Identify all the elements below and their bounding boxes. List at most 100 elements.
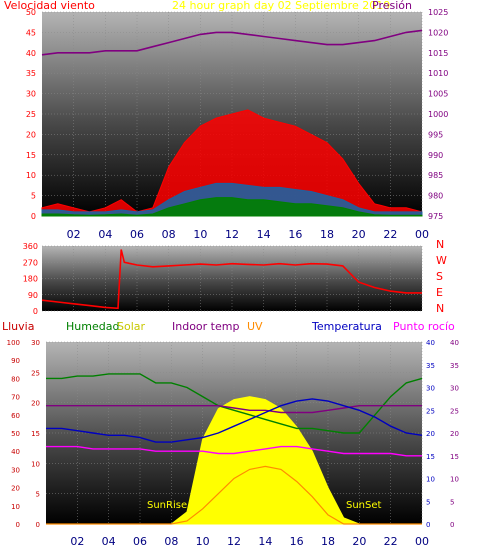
y-tick-left: 20 [26,130,36,139]
y-tick-right: 1025 [428,8,448,17]
y-tick-right-2: 30 [450,385,459,393]
x-tick-label: 10 [196,535,210,548]
y-tick-right-1: 25 [426,407,435,415]
chart-title: 24 hour graph day 02 Septiembre 2019 [172,0,390,12]
x-tick-label: 22 [384,535,398,548]
y-tick-right-2: 20 [450,430,459,438]
sunrise-annotation: SunRise [147,500,187,511]
y-tick-right-2: 10 [450,476,459,484]
y-tick-left: 45 [26,28,36,37]
y-tick-left: 25 [26,110,36,119]
x-tick-label: 14 [257,228,271,241]
wind-direction-marks [41,249,422,310]
pressure-title: Presión [372,0,412,12]
direction-label: E [436,286,443,299]
y-tick-lluvia: 30 [11,466,20,474]
x-tick-label: 20 [352,535,366,548]
x-tick-label: 18 [320,228,334,241]
y-tick-lluvia: 10 [11,503,20,511]
x-tick-label: 10 [193,228,207,241]
y-tick-right-1: 30 [426,385,435,393]
humidity-line [46,373,423,434]
wind-speed-title: Velocidad viento [4,0,95,12]
wind-pressure-axes: 0510152025303540455097598098599099510001… [26,8,449,241]
y-tick-right-2: 25 [450,407,459,415]
sunset-annotation: SunSet [346,500,382,511]
y-tick-left: 5 [31,192,36,201]
y-tick-right-1: 35 [426,362,435,370]
y-tick-right: 990 [428,151,443,160]
y-tick-right: 985 [428,171,443,180]
indoor-temp-line [46,405,422,414]
y-tick-solar: 30 [31,339,40,347]
y-tick-right: 975 [428,212,443,221]
x-tick-label: 16 [290,535,304,548]
y-tick-left: 0 [31,212,36,221]
y-tick-solar: 25 [31,369,40,377]
direction-label: N [436,238,444,251]
y-tick-right-1: 20 [426,430,435,438]
y-tick-lluvia: 40 [11,448,20,456]
y-tick-left: 15 [26,151,36,160]
legend-uv: UV [247,320,263,333]
y-tick-right: 995 [428,130,443,139]
y-tick-right: 980 [428,192,443,201]
y-tick-right: 1020 [428,28,448,37]
temperature-line [46,398,423,443]
x-tick-label: 14 [258,535,272,548]
direction-label: N [436,302,444,315]
legend-lluvia: Lluvia [2,320,34,333]
y-tick-right-1: 10 [426,476,435,484]
x-tick-label: 00 [415,228,429,241]
y-tick-right: 1010 [428,69,448,78]
y-tick-right-2: 0 [450,521,454,529]
y-tick-solar: 10 [31,460,40,468]
x-tick-label: 12 [227,535,241,548]
wind-pressure-panel: 0510152025303540455097598098599099510001… [4,0,448,241]
x-tick-label: 16 [288,228,302,241]
y-tick-solar: 0 [36,521,40,529]
x-tick-label: 04 [98,228,112,241]
y-tick-right-2: 35 [450,362,459,370]
y-tick-left: 30 [26,90,36,99]
y-tick: 90 [28,291,38,300]
y-tick-right-2: 15 [450,453,459,461]
legend-temperatura: Temperatura [311,320,382,333]
y-tick: 270 [23,258,38,267]
y-tick-lluvia: 80 [11,375,20,383]
y-tick-right: 1000 [428,110,448,119]
wind-gust-area [41,109,423,217]
x-tick-label: 02 [70,535,84,548]
y-tick-right-2: 40 [450,339,459,347]
wind-pressure-marks [41,29,423,217]
x-tick-label: 18 [321,535,335,548]
y-tick: 180 [23,275,38,284]
y-tick-solar: 15 [31,430,40,438]
y-tick-right-1: 15 [426,453,435,461]
y-tick-lluvia: 50 [11,430,20,438]
legend-punto-rocio: Punto rocío [393,320,455,333]
y-tick-lluvia: 0 [16,521,20,529]
y-tick-left: 40 [26,49,36,58]
y-tick-right-1: 5 [426,498,430,506]
temperature-panel: 0102030405060708090100051015202530051015… [7,339,459,548]
x-tick-label: 22 [383,228,397,241]
wind-direction-grid [42,245,423,312]
bottom-legend: Lluvia Humedad Solar Indoor temp UV Temp… [2,320,455,333]
x-tick-label: 00 [415,535,429,548]
y-tick-left: 10 [26,171,36,180]
y-tick-lluvia: 90 [11,357,20,365]
y-tick-lluvia: 60 [11,412,20,420]
y-tick-solar: 20 [31,400,40,408]
temperature-axes: 0102030405060708090100051015202530051015… [7,339,459,548]
x-tick-label: 08 [162,228,176,241]
y-tick-right-2: 5 [450,498,454,506]
y-tick-right: 1005 [428,90,448,99]
y-tick-lluvia: 70 [11,394,20,402]
y-tick-right-1: 0 [426,521,430,529]
y-tick: 360 [23,242,38,251]
